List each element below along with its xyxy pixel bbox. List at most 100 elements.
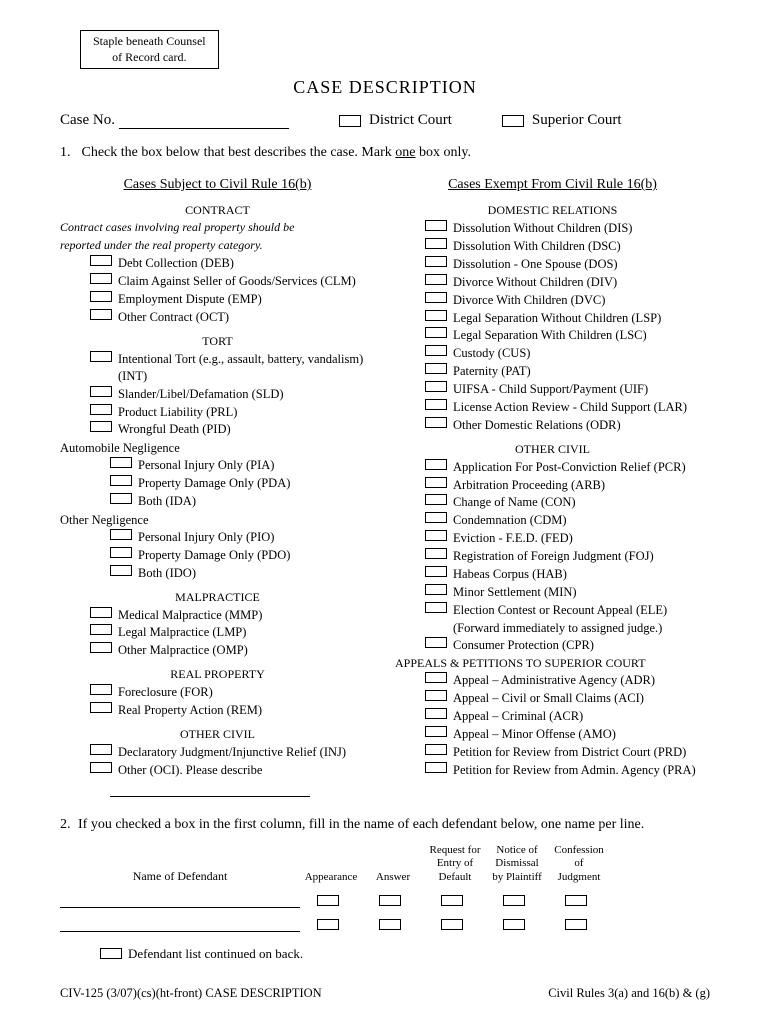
checkbox[interactable] [90,255,112,266]
checkbox[interactable] [110,457,132,468]
checkbox-row: Appeal – Minor Offense (AMO) [395,726,710,743]
checkbox[interactable] [425,762,447,773]
continued-checkbox[interactable] [100,948,122,959]
checkbox-row: Legal Malpractice (LMP) [60,624,375,641]
checkbox-row: Slander/Libel/Defamation (SLD) [60,386,375,403]
item-label: Appeal – Criminal (ACR) [453,708,710,725]
checkbox[interactable] [425,381,447,392]
checkbox-row: Foreclosure (FOR) [60,684,375,701]
checkbox[interactable] [90,351,112,362]
item-label: Appeal – Minor Offense (AMO) [453,726,710,743]
checkbox[interactable] [90,291,112,302]
describe-field[interactable] [110,783,310,797]
checkbox[interactable] [110,547,132,558]
footer-left: CIV-125 (3/07)(cs)(ht-front) CASE DESCRI… [60,986,322,1001]
checkbox[interactable] [90,421,112,432]
instr2-num: 2. [60,815,78,835]
checkbox[interactable] [90,273,112,284]
item-label: Registration of Foreign Judgment (FOJ) [453,548,710,565]
item-label: Property Damage Only (PDA) [138,475,375,492]
checkbox[interactable] [90,762,112,773]
checkbox[interactable] [425,637,447,648]
checkbox[interactable] [425,530,447,541]
answer-checkbox[interactable] [379,919,401,930]
item-label: Dissolution Without Children (DIS) [453,220,710,237]
checkbox[interactable] [110,493,132,504]
checkbox[interactable] [425,512,447,523]
othercivil2-head: OTHER CIVIL [395,442,710,457]
checkbox[interactable] [425,566,447,577]
instr1-a: Check the box below that best describes … [82,145,396,160]
checkbox[interactable] [425,399,447,410]
item-label: Consumer Protection (CPR) [453,637,710,654]
checkbox[interactable] [425,345,447,356]
checkbox[interactable] [425,690,447,701]
checkbox-row: License Action Review - Child Support (L… [395,399,710,416]
item-label: Legal Separation Without Children (LSP) [453,310,710,327]
checkbox-row: Product Liability (PRL) [60,404,375,421]
checkbox[interactable] [425,459,447,470]
item-label: Wrongful Death (PID) [118,421,375,438]
checkbox[interactable] [425,477,447,488]
superior-court-checkbox[interactable] [502,115,524,127]
checkbox-row: Change of Name (CON) [395,494,710,511]
checkbox-row: Appeal – Civil or Small Claims (ACI) [395,690,710,707]
answer-checkbox[interactable] [379,895,401,906]
appearance-checkbox[interactable] [317,895,339,906]
col-confession: Confession of Judgment [548,844,610,884]
checkbox[interactable] [425,602,447,613]
checkbox-row: Other Contract (OCT) [60,309,375,326]
checkbox[interactable] [90,309,112,320]
checkbox[interactable] [425,327,447,338]
checkbox[interactable] [425,548,447,559]
checkbox[interactable] [425,672,447,683]
checkbox[interactable] [425,220,447,231]
checkbox[interactable] [90,624,112,635]
checkbox[interactable] [90,404,112,415]
checkbox[interactable] [425,256,447,267]
checkbox[interactable] [425,310,447,321]
checkbox[interactable] [425,494,447,505]
checkbox-row: Personal Injury Only (PIA) [60,457,375,474]
dismissal-checkbox[interactable] [503,919,525,930]
case-no-label: Case No. [60,112,115,129]
checkbox[interactable] [90,642,112,653]
checkbox[interactable] [90,684,112,695]
checkbox[interactable] [110,529,132,540]
appearance-checkbox[interactable] [317,919,339,930]
instr1-b: box only. [415,145,470,160]
col-dismissal: Notice of Dismissal by Plaintiff [486,844,548,884]
checkbox-row: Both (IDA) [60,493,375,510]
checkbox-row: Consumer Protection (CPR) [395,637,710,654]
contract-note1: Contract cases involving real property s… [60,220,375,236]
checkbox[interactable] [90,386,112,397]
checkbox[interactable] [425,417,447,428]
checkbox[interactable] [425,708,447,719]
checkbox[interactable] [425,274,447,285]
checkbox[interactable] [110,475,132,486]
checkbox[interactable] [110,565,132,576]
item-label: Habeas Corpus (HAB) [453,566,710,583]
checkbox[interactable] [425,363,447,374]
defendant-name-field[interactable] [60,918,300,932]
confession-checkbox[interactable] [565,919,587,930]
checkbox[interactable] [90,702,112,713]
checkbox[interactable] [425,238,447,249]
confession-checkbox[interactable] [565,895,587,906]
default-checkbox[interactable] [441,895,463,906]
item-label: Divorce Without Children (DIV) [453,274,710,291]
defendant-name-field[interactable] [60,894,300,908]
checkbox[interactable] [425,726,447,737]
checkbox[interactable] [90,607,112,618]
checkbox[interactable] [425,584,447,595]
case-no-field[interactable] [119,113,289,129]
defendant-table: Name of Defendant Appearance Answer Requ… [60,844,710,962]
checkbox[interactable] [90,744,112,755]
item-label: Other Domestic Relations (ODR) [453,417,710,434]
checkbox[interactable] [425,744,447,755]
checkbox[interactable] [425,292,447,303]
district-court-checkbox[interactable] [339,115,361,127]
default-checkbox[interactable] [441,919,463,930]
item-label: Dissolution - One Spouse (DOS) [453,256,710,273]
dismissal-checkbox[interactable] [503,895,525,906]
